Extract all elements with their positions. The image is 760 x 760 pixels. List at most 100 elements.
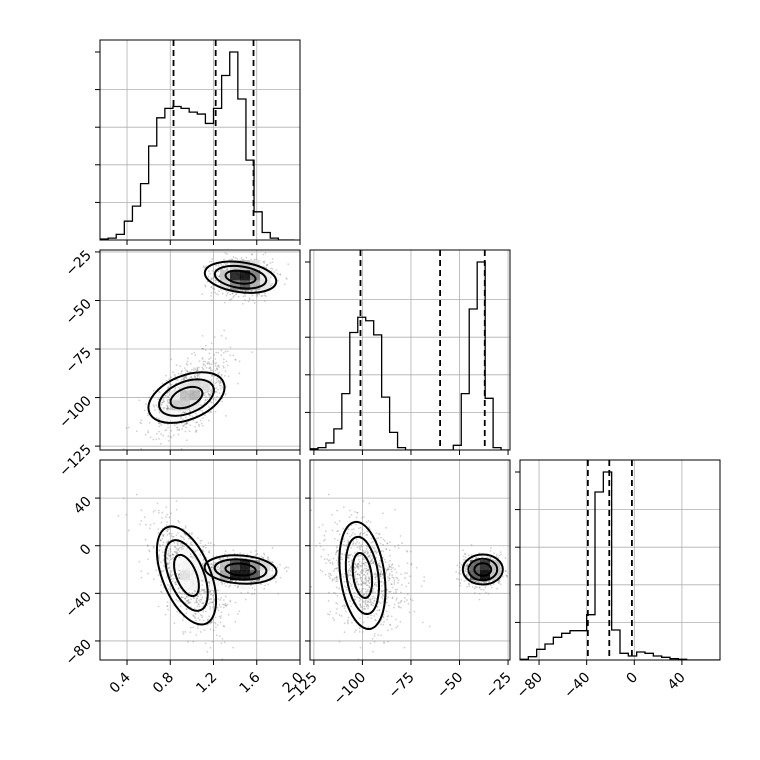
sample-point bbox=[146, 544, 149, 547]
sample-point bbox=[161, 382, 164, 385]
sample-point bbox=[149, 523, 152, 526]
sample-point bbox=[406, 593, 409, 596]
sample-point bbox=[349, 509, 351, 512]
sample-point bbox=[202, 602, 205, 605]
sample-point bbox=[269, 284, 272, 287]
density-cell bbox=[220, 560, 231, 571]
sample-point bbox=[382, 623, 385, 626]
sample-point bbox=[208, 270, 210, 273]
sample-point bbox=[162, 570, 165, 572]
sample-point bbox=[140, 419, 143, 422]
sample-point bbox=[336, 550, 339, 553]
sample-point bbox=[478, 586, 481, 589]
sample-point bbox=[157, 574, 160, 577]
density-cell bbox=[240, 280, 251, 291]
sample-point bbox=[166, 558, 169, 560]
sample-point bbox=[195, 430, 198, 433]
sample-point bbox=[361, 564, 363, 567]
sample-point bbox=[478, 592, 481, 595]
sample-point bbox=[237, 585, 240, 587]
sample-point bbox=[380, 566, 382, 569]
sample-point bbox=[391, 574, 394, 576]
sample-point bbox=[224, 604, 227, 607]
sample-point bbox=[144, 538, 147, 541]
sample-point bbox=[209, 590, 212, 593]
sample-point bbox=[201, 596, 204, 599]
sample-point bbox=[365, 569, 368, 572]
sample-point bbox=[365, 579, 368, 582]
sample-point bbox=[463, 570, 466, 573]
sample-point bbox=[318, 526, 321, 529]
sample-point bbox=[180, 370, 183, 373]
sample-point bbox=[264, 584, 267, 587]
sample-point bbox=[163, 400, 165, 403]
sample-point bbox=[220, 581, 223, 583]
sample-point bbox=[172, 556, 175, 559]
sample-point bbox=[271, 258, 274, 260]
sample-point bbox=[187, 640, 190, 643]
sample-point bbox=[364, 601, 367, 604]
sample-point bbox=[381, 573, 384, 576]
sample-point bbox=[370, 559, 372, 562]
sample-point bbox=[166, 563, 169, 565]
sample-point bbox=[210, 566, 213, 569]
sample-point bbox=[191, 532, 193, 534]
sample-point bbox=[220, 606, 222, 608]
sample-point bbox=[384, 561, 387, 564]
sample-point bbox=[485, 591, 487, 594]
sample-point bbox=[382, 538, 385, 541]
sample-point bbox=[369, 581, 372, 584]
sample-point bbox=[177, 433, 180, 436]
sample-point bbox=[196, 421, 199, 424]
sample-point bbox=[162, 559, 165, 562]
sample-point bbox=[285, 570, 288, 573]
sample-point bbox=[369, 642, 372, 645]
sample-point bbox=[185, 377, 188, 380]
sample-point bbox=[140, 454, 142, 456]
sample-point bbox=[168, 528, 171, 530]
density-cell bbox=[240, 260, 251, 271]
sample-point bbox=[366, 550, 369, 553]
sample-point bbox=[229, 293, 232, 296]
sample-point bbox=[406, 572, 409, 575]
sample-point bbox=[201, 347, 204, 350]
sample-point bbox=[360, 584, 363, 586]
sample-point bbox=[204, 364, 207, 367]
axes-frame bbox=[99, 249, 301, 451]
sample-point bbox=[466, 563, 469, 565]
sample-point bbox=[324, 573, 327, 576]
sample-point bbox=[174, 551, 176, 554]
sample-point bbox=[373, 600, 376, 603]
sample-point bbox=[162, 533, 165, 536]
sample-point bbox=[148, 396, 151, 399]
sample-point bbox=[349, 582, 352, 585]
sample-point bbox=[169, 554, 172, 557]
sample-point bbox=[346, 556, 349, 559]
sample-point bbox=[177, 520, 180, 522]
sample-point bbox=[367, 552, 370, 554]
sample-point bbox=[184, 430, 187, 433]
sample-point bbox=[210, 286, 213, 288]
sample-point bbox=[486, 556, 489, 558]
density-cell bbox=[190, 560, 201, 571]
sample-point bbox=[189, 363, 192, 365]
sample-point bbox=[231, 258, 234, 261]
sample-point bbox=[347, 616, 350, 619]
sample-point bbox=[212, 555, 215, 558]
sample-point bbox=[270, 284, 273, 287]
sample-point bbox=[125, 513, 128, 516]
sample-point bbox=[202, 549, 204, 552]
sample-point bbox=[172, 434, 175, 437]
sample-point bbox=[202, 360, 205, 363]
sample-point bbox=[224, 370, 227, 372]
sample-point bbox=[357, 583, 360, 586]
sample-point bbox=[362, 558, 364, 561]
sample-point bbox=[194, 431, 197, 433]
sample-point bbox=[162, 541, 165, 544]
sample-point bbox=[379, 566, 382, 569]
sample-point bbox=[216, 624, 219, 626]
sample-point bbox=[171, 535, 174, 538]
density-cell bbox=[240, 270, 251, 281]
sample-point bbox=[169, 548, 172, 551]
sample-point bbox=[395, 618, 397, 621]
